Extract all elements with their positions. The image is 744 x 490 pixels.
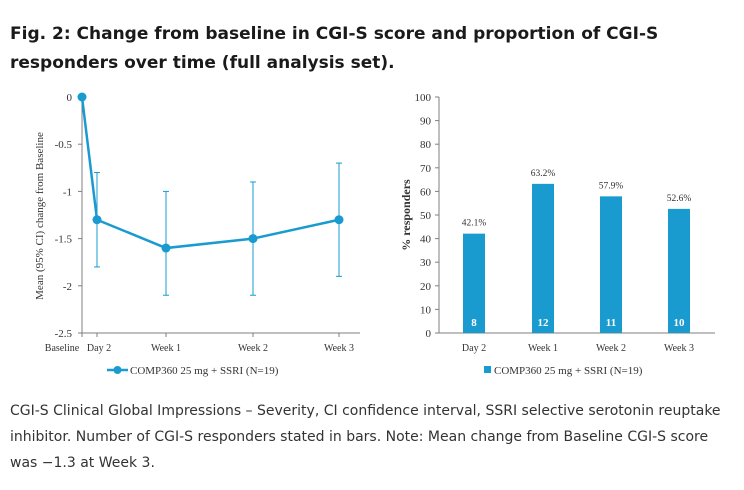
y-tick-label: 0 [67,92,73,104]
y-tick-label: -2.5 [55,328,73,340]
y-tick-label: 40 [420,234,432,246]
y-tick-label: 80 [420,139,432,151]
legend-marker [113,366,122,374]
bar-value-label: 42.1% [462,219,487,229]
y-tick-label: -0.5 [55,139,73,151]
y-tick-label: 10 [420,304,432,316]
bar [463,233,485,333]
bar-value-label: 52.6% [667,194,692,204]
y-tick-label: 20 [420,281,432,293]
y-tick-label: -2 [63,281,72,293]
legend-label: COMP360 25 mg + SSRI (N=19) [494,365,643,377]
bar-value-label: 63.2% [531,169,556,179]
x-tick-label: Day 2 [87,343,111,354]
figure-caption: CGI-S Clinical Global Impressions – Seve… [10,403,721,471]
figure-title: Fig. 2: Change from baseline in CGI-S sc… [10,24,659,73]
data-point [92,215,102,225]
legend-label: COMP360 25 mg + SSRI (N=19) [130,365,279,377]
y-tick-label: 70 [420,163,432,175]
bar [668,208,690,333]
y-tick-label: -1.5 [55,234,73,246]
data-point [161,243,171,253]
x-tick-label: Baseline [45,343,80,354]
x-tick-label: Week 2 [238,343,268,354]
x-tick-label: Week 1 [151,343,181,354]
y-tick-label: 100 [415,92,432,104]
y-tick-label: 0 [426,328,432,340]
bar-value-label: 57.9% [599,181,624,191]
bar-count-label: 10 [674,317,686,329]
x-tick-label: Week 2 [596,343,626,354]
y-tick-label: -1 [63,186,72,198]
y-tick-label: 50 [420,210,432,222]
x-tick-label: Week 3 [664,343,694,354]
data-point [248,234,258,244]
data-point [334,215,344,225]
bar [600,196,622,333]
y-tick-label: 30 [420,257,432,269]
y-axis-title: Mean (95% CI) change from Baseline [34,132,46,300]
y-tick-label: 90 [420,116,432,128]
bar-count-label: 8 [471,317,477,329]
x-tick-label: Week 1 [528,343,558,354]
y-axis-title: % responders [399,179,413,251]
bar-count-label: 12 [538,317,550,329]
y-tick-label: 60 [420,186,432,198]
x-tick-label: Week 3 [324,343,354,354]
x-tick-label: Day 2 [462,343,486,354]
bar-count-label: 11 [606,317,616,329]
legend-marker [484,366,491,373]
bar [532,183,554,333]
data-point [77,92,87,102]
